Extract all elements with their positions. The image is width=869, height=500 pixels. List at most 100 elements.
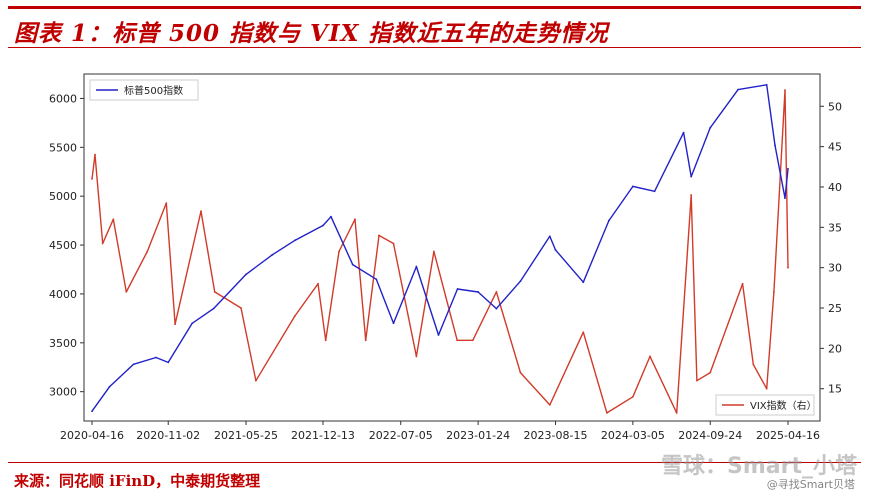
sp500-point: [631, 185, 634, 188]
sp500-point: [477, 291, 480, 293]
vix-point: [784, 89, 786, 92]
y-right-tick-label: 35: [828, 221, 842, 234]
y-right-tick-label: 15: [828, 383, 842, 396]
y-right-tick-label: 40: [828, 181, 842, 194]
y-left-tick-label: 5000: [49, 190, 77, 203]
vix-point: [200, 210, 202, 213]
sp500-point: [690, 175, 693, 178]
vix-point: [709, 371, 712, 374]
vix-point: [519, 371, 522, 374]
vix-point: [293, 315, 296, 317]
sp500-point: [212, 307, 215, 310]
sp500-point: [787, 167, 789, 170]
sp500-point: [155, 356, 157, 359]
vix-point: [772, 290, 775, 293]
vix-point: [354, 218, 356, 221]
sp500-point: [245, 273, 247, 276]
sp500-point: [682, 131, 685, 134]
sp500-point: [709, 126, 712, 129]
sp500-point: [737, 88, 739, 91]
y-left-tick-label: 3500: [49, 337, 77, 350]
vix-point: [338, 250, 340, 253]
vix-point: [415, 355, 418, 358]
sp500-point: [271, 253, 274, 256]
vix-point: [146, 250, 149, 253]
sp500-point: [548, 235, 551, 238]
vix-point: [101, 242, 104, 245]
vix-point: [378, 234, 380, 237]
x-tick-label: 2020-04-16: [60, 429, 124, 442]
series-line-vix: [91, 89, 789, 414]
watermark: 雪球：Smart_小塔: [661, 454, 857, 479]
y-right-tick-label: 20: [828, 342, 842, 355]
sp500-point: [765, 83, 768, 86]
vix-point: [495, 290, 498, 293]
vix-point: [606, 412, 608, 414]
x-tick-label: 2024-03-05: [601, 429, 665, 442]
vix-point: [675, 412, 678, 414]
legend-label-sp500: 标普500指数: [124, 84, 183, 97]
vix-point: [690, 194, 693, 196]
sp500-point: [351, 263, 354, 266]
sp500-point: [191, 322, 194, 325]
top-rule: [8, 6, 861, 9]
vix-point: [787, 266, 789, 269]
y-left-tick-label: 5500: [49, 141, 77, 154]
x-tick-label: 2021-05-25: [214, 429, 278, 442]
sp500-point: [437, 334, 440, 336]
sp500-point: [294, 239, 297, 242]
sp500-point: [784, 197, 786, 200]
sp500-point: [91, 410, 93, 413]
x-tick-label: 2023-01-24: [446, 429, 510, 442]
sp500-point: [554, 249, 557, 251]
legend-label-vix: VIX指数（右）: [750, 399, 817, 412]
plot-frame: [83, 73, 821, 422]
vix-point: [582, 331, 585, 334]
vix-point: [165, 202, 168, 205]
sp500-point: [456, 288, 459, 290]
sp500-point: [774, 144, 776, 147]
x-tick-label: 2025-04-16: [756, 429, 820, 442]
vix-point: [125, 290, 128, 293]
vix-point: [649, 355, 651, 358]
sp500-point: [167, 361, 170, 364]
vix-point: [752, 363, 755, 366]
vix-point: [94, 153, 96, 156]
vix-point: [456, 339, 459, 342]
sp500-point: [392, 322, 395, 325]
x-tick-label: 2024-09-24: [678, 429, 742, 442]
x-tick-label: 2023-08-15: [524, 429, 588, 442]
watermark-sub: @寻找Smart贝塔: [766, 478, 855, 491]
vix-point: [696, 379, 698, 382]
y-right-tick-label: 30: [828, 262, 842, 275]
vix-point: [91, 178, 93, 180]
title-rule: [8, 47, 861, 48]
source-note: 来源：同花顺 iFinD，中泰期货整理: [14, 472, 261, 490]
vix-point: [240, 307, 242, 309]
vix-point: [174, 323, 176, 326]
x-tick-label: 2020-11-02: [136, 429, 200, 442]
vix-point: [317, 282, 319, 285]
x-tick-label: 2022-07-05: [369, 429, 433, 442]
sp500-point: [653, 190, 656, 193]
page-title: 图表 1：标普 500 指数与 VIX 指数近五年的走势情况: [14, 20, 609, 47]
vix-point: [548, 403, 551, 406]
y-right-tick-label: 50: [828, 100, 842, 113]
x-tick-label: 2021-12-13: [291, 429, 355, 442]
sp500-point: [132, 363, 135, 366]
y-left-tick-label: 6000: [49, 92, 77, 105]
sp500-point: [322, 224, 324, 227]
legend-box-sp500: [89, 79, 199, 101]
sp500-point: [108, 385, 111, 388]
y-right-tick-label: 45: [828, 141, 842, 154]
vix-point: [213, 290, 216, 293]
y-left-tick-label: 4000: [49, 288, 77, 301]
sp500-point: [330, 215, 332, 218]
sp500-point: [582, 281, 585, 284]
sp500-point: [607, 219, 610, 222]
y-left-tick-label: 3000: [49, 386, 77, 399]
vix-point: [112, 218, 115, 221]
vix-point: [254, 379, 257, 382]
series-line-sp500: [91, 84, 789, 412]
vix-point: [324, 339, 327, 342]
